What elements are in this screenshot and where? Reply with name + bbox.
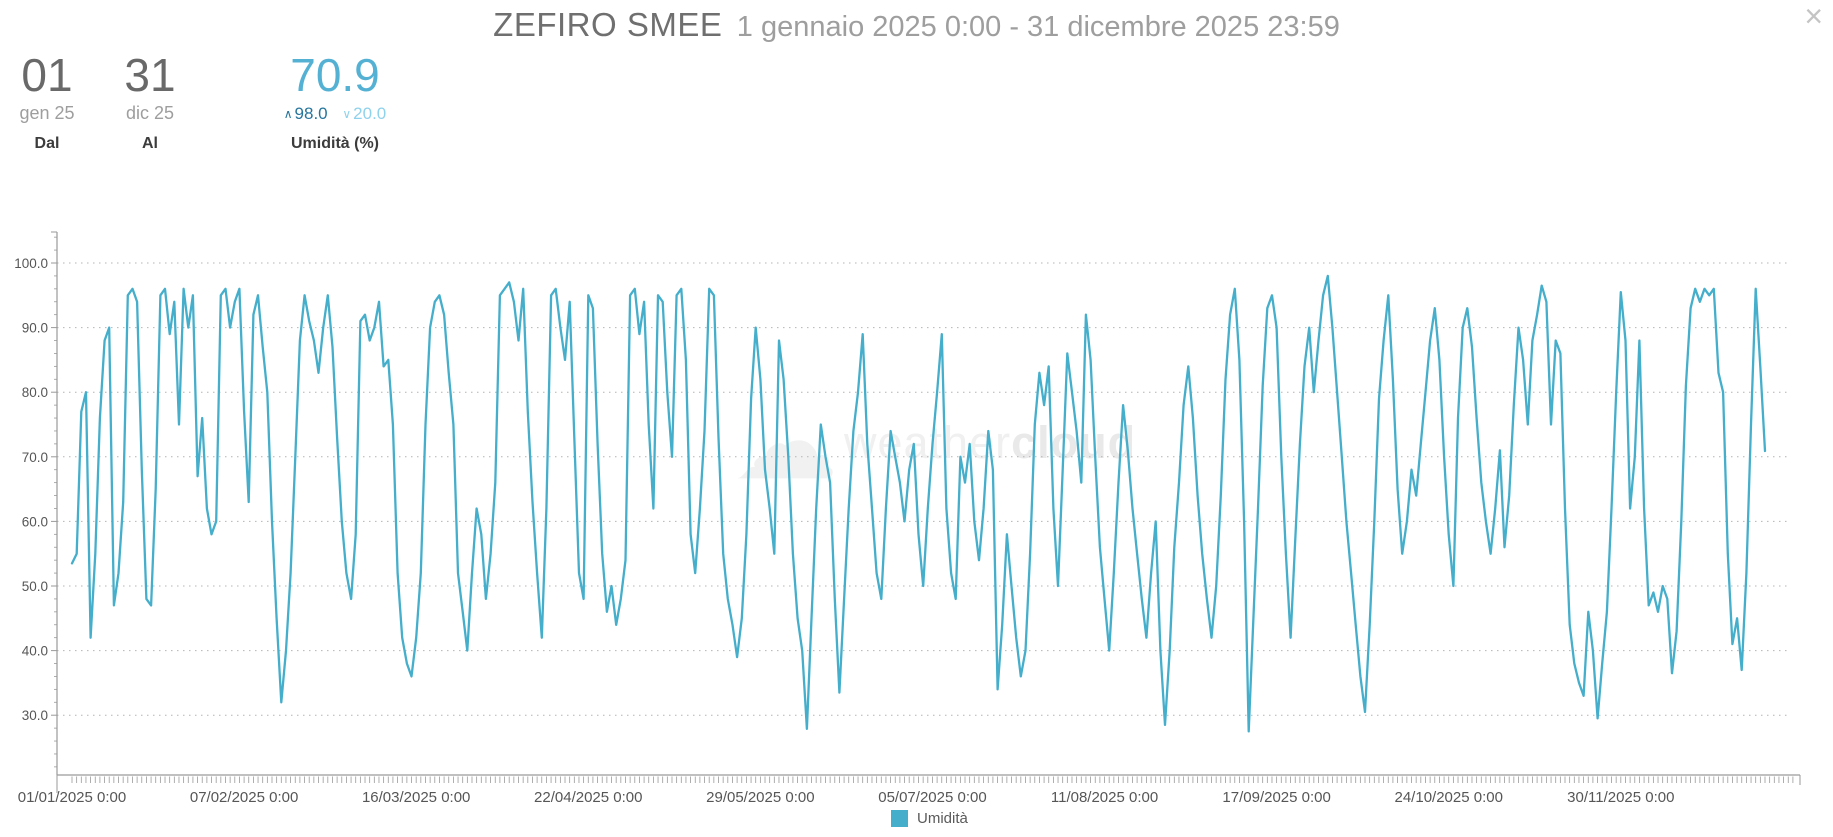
y-axis-tick-label: 60.0	[22, 514, 48, 529]
x-axis-tick-label: 16/03/2025 0:00	[362, 789, 470, 806]
metric-current-value: 70.9	[290, 49, 380, 101]
x-axis-tick-label: 29/05/2025 0:00	[706, 789, 814, 806]
y-axis-tick-label: 50.0	[22, 579, 48, 594]
y-axis-tick-label: 90.0	[22, 321, 48, 336]
y-axis-tick-label: 40.0	[22, 644, 48, 659]
x-axis-tick-label: 11/08/2025 0:00	[1051, 789, 1158, 806]
date-range-subtitle: 1 gennaio 2025 0:00 - 31 dicembre 2025 2…	[736, 11, 1340, 43]
humidity-series-line	[70, 274, 1767, 733]
y-axis-tick-label: 30.0	[22, 708, 48, 723]
legend-color-swatch	[891, 810, 908, 827]
from-monthyear: gen 25	[19, 103, 75, 123]
watermark-text-bold: cloud	[1011, 417, 1136, 469]
chart-plot-area[interactable]	[57, 232, 1800, 775]
y-axis-tick-label: 100.0	[14, 256, 48, 271]
metric-minmax-row: ∧ 98.0 ∨ 20.0	[265, 104, 405, 123]
x-axis-tick-label: 05/07/2025 0:00	[878, 789, 986, 806]
y-axis-tick-label: 80.0	[22, 385, 48, 400]
watermark-text-light: weather	[844, 417, 1011, 469]
metric-max-value: 98.0	[294, 104, 328, 123]
chart-title-bar: ZEFIRO SMEE 1 gennaio 2025 0:00 - 31 dic…	[0, 6, 1833, 44]
x-axis-tick-label: 24/10/2025 0:00	[1395, 789, 1503, 806]
x-axis-tick-label: 01/01/2025 0:00	[18, 789, 126, 806]
to-monthyear: dic 25	[125, 103, 175, 123]
metric-min-value: 20.0	[353, 104, 387, 123]
legend-label: Umidità	[917, 810, 968, 827]
x-axis-tick-label: 22/04/2025 0:00	[534, 789, 642, 806]
to-label: Al	[142, 135, 158, 152]
max-arrow-icon: ∧	[283, 107, 293, 121]
x-axis-tick-label: 30/11/2025 0:00	[1567, 789, 1674, 806]
close-icon[interactable]: ×	[1804, 0, 1823, 34]
x-axis-tick-label: 17/09/2025 0:00	[1222, 789, 1330, 806]
station-name: ZEFIRO SMEE	[493, 6, 723, 43]
to-day: 31	[124, 49, 176, 101]
from-date-selector[interactable]: 01 gen 25 Dal	[11, 52, 83, 153]
min-arrow-icon: ∨	[342, 107, 352, 121]
x-axis-tick-label: 07/02/2025 0:00	[190, 789, 298, 806]
metric-label: Umidità (%)	[291, 135, 379, 152]
to-date-selector[interactable]: 31 dic 25 Al	[114, 52, 186, 153]
metric-summary: 70.9 ∧ 98.0 ∨ 20.0 Umidità (%)	[265, 52, 405, 153]
from-day: 01	[21, 49, 73, 101]
chart-legend: Umidità	[891, 810, 968, 827]
from-label: Dal	[34, 135, 60, 152]
y-axis-tick-label: 70.0	[22, 450, 48, 465]
